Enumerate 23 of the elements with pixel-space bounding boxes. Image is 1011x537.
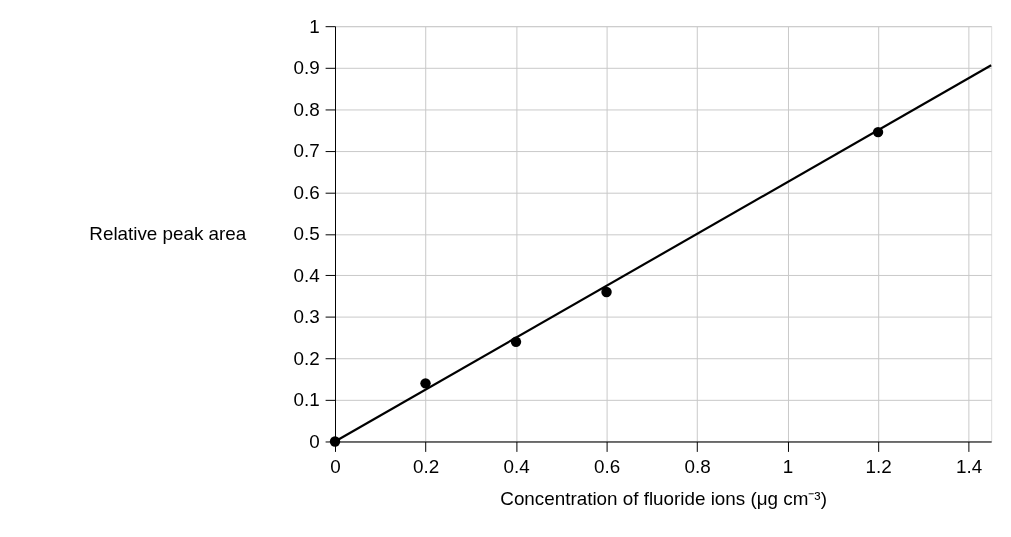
- y-tick-label: 0.6: [293, 181, 320, 203]
- x-axis-title: Concentration of fluoride ions (μg cm⁻³): [500, 488, 827, 510]
- x-tick-label: 0: [330, 455, 341, 477]
- y-tick-label: 0.7: [293, 140, 320, 162]
- y-tick-label: 0.5: [293, 223, 320, 245]
- point: [601, 286, 612, 298]
- y-tick-label: 0.1: [293, 389, 320, 411]
- x-tick-label: 1.2: [865, 455, 892, 477]
- y-tick-label: 1: [309, 15, 320, 37]
- y-tick-label: 0.4: [293, 264, 320, 286]
- x-tick-label: 1.4: [955, 455, 983, 477]
- x-tick-label: 0.8: [684, 455, 711, 477]
- y-axis-title: Relative peak area: [89, 223, 247, 245]
- y-tick-label: 0.2: [293, 347, 320, 369]
- y-tick-label: 0: [309, 430, 320, 452]
- x-tick-label: 0.2: [412, 455, 440, 477]
- y-tick-label: 0.9: [293, 57, 320, 79]
- x-tick-label: 1: [782, 455, 794, 477]
- x-tick-label: 0.4: [503, 455, 530, 477]
- point: [420, 378, 431, 389]
- y-tick-label: 0.3: [293, 306, 320, 328]
- y-tick-label: 0.8: [293, 98, 320, 120]
- x-tick-label: 0.6: [593, 455, 621, 477]
